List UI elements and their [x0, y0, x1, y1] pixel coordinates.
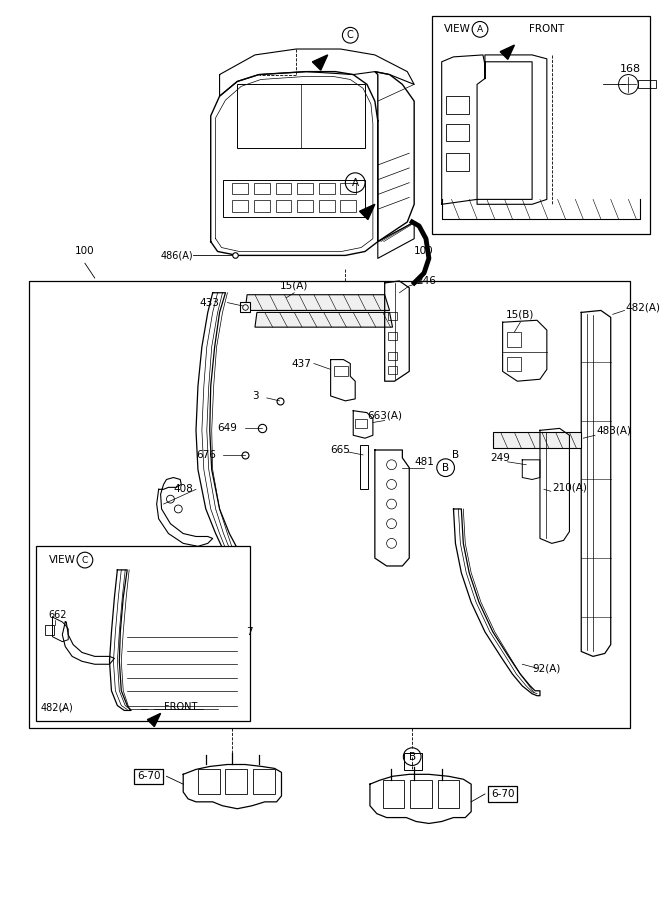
- Bar: [198, 770, 219, 794]
- Text: 437: 437: [291, 358, 311, 368]
- Text: 481: 481: [414, 457, 434, 467]
- Bar: [388, 366, 398, 374]
- Polygon shape: [312, 55, 327, 70]
- Bar: [388, 352, 398, 360]
- Bar: [334, 366, 348, 376]
- Bar: [638, 80, 656, 88]
- Bar: [340, 201, 356, 212]
- Bar: [297, 183, 313, 194]
- Polygon shape: [360, 204, 375, 220]
- Text: A: A: [352, 177, 359, 188]
- Text: 662: 662: [49, 610, 67, 620]
- Text: C: C: [82, 555, 88, 564]
- Text: B: B: [409, 752, 416, 761]
- Bar: [254, 183, 269, 194]
- Bar: [275, 201, 291, 212]
- Text: 482(A): 482(A): [41, 703, 73, 713]
- Bar: [410, 780, 432, 807]
- Text: 210(A): 210(A): [552, 482, 587, 492]
- Bar: [254, 201, 269, 212]
- Text: FRONT: FRONT: [529, 24, 564, 34]
- Bar: [297, 201, 313, 212]
- Bar: [356, 418, 367, 428]
- Text: 7: 7: [245, 626, 252, 637]
- Bar: [275, 183, 291, 194]
- Polygon shape: [493, 432, 581, 448]
- Text: 100: 100: [75, 247, 95, 256]
- Bar: [388, 312, 398, 320]
- Text: 482(A): 482(A): [626, 302, 660, 312]
- Bar: [506, 356, 522, 372]
- Bar: [383, 780, 404, 807]
- Text: 6-70: 6-70: [491, 789, 514, 799]
- Text: 649: 649: [217, 423, 237, 434]
- Bar: [319, 201, 335, 212]
- Bar: [29, 281, 630, 728]
- Polygon shape: [147, 714, 161, 726]
- Text: FRONT: FRONT: [163, 703, 197, 713]
- Bar: [446, 96, 469, 114]
- Text: 168: 168: [620, 64, 641, 74]
- Text: 433: 433: [199, 298, 219, 308]
- Bar: [446, 123, 469, 141]
- Text: 100: 100: [414, 247, 434, 256]
- Text: VIEW: VIEW: [444, 24, 470, 34]
- Text: B: B: [452, 450, 459, 460]
- Bar: [225, 770, 247, 794]
- Text: 486(A): 486(A): [160, 250, 193, 260]
- Text: B: B: [442, 463, 449, 473]
- Text: 408: 408: [173, 484, 193, 494]
- Text: 483(A): 483(A): [596, 426, 631, 436]
- Bar: [223, 180, 365, 217]
- Bar: [45, 625, 55, 634]
- Bar: [388, 332, 398, 340]
- Text: 663(A): 663(A): [367, 410, 402, 420]
- Bar: [253, 770, 275, 794]
- Text: 246: 246: [416, 276, 436, 286]
- Bar: [319, 183, 335, 194]
- Text: 676: 676: [196, 450, 215, 460]
- Text: 15(B): 15(B): [506, 310, 534, 320]
- Text: A: A: [477, 25, 483, 34]
- Polygon shape: [255, 312, 393, 327]
- Text: C: C: [347, 31, 354, 40]
- Text: VIEW: VIEW: [49, 555, 75, 565]
- Bar: [232, 183, 248, 194]
- Bar: [438, 780, 460, 807]
- Bar: [340, 183, 356, 194]
- Text: 249: 249: [491, 453, 511, 463]
- Bar: [360, 446, 368, 490]
- Polygon shape: [500, 45, 514, 59]
- Text: 3: 3: [252, 391, 259, 401]
- Bar: [432, 15, 650, 234]
- Bar: [232, 201, 248, 212]
- Text: 6-70: 6-70: [137, 771, 161, 781]
- Bar: [237, 85, 365, 148]
- Bar: [446, 153, 469, 171]
- Text: 665: 665: [331, 445, 350, 455]
- Bar: [506, 332, 522, 347]
- Text: 15(A): 15(A): [280, 281, 308, 291]
- Bar: [404, 752, 422, 770]
- Polygon shape: [245, 294, 390, 310]
- Text: 92(A): 92(A): [533, 663, 561, 673]
- Bar: [36, 546, 250, 721]
